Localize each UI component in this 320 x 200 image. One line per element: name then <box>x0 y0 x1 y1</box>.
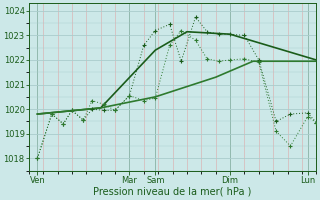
X-axis label: Pression niveau de la mer( hPa ): Pression niveau de la mer( hPa ) <box>93 187 252 197</box>
